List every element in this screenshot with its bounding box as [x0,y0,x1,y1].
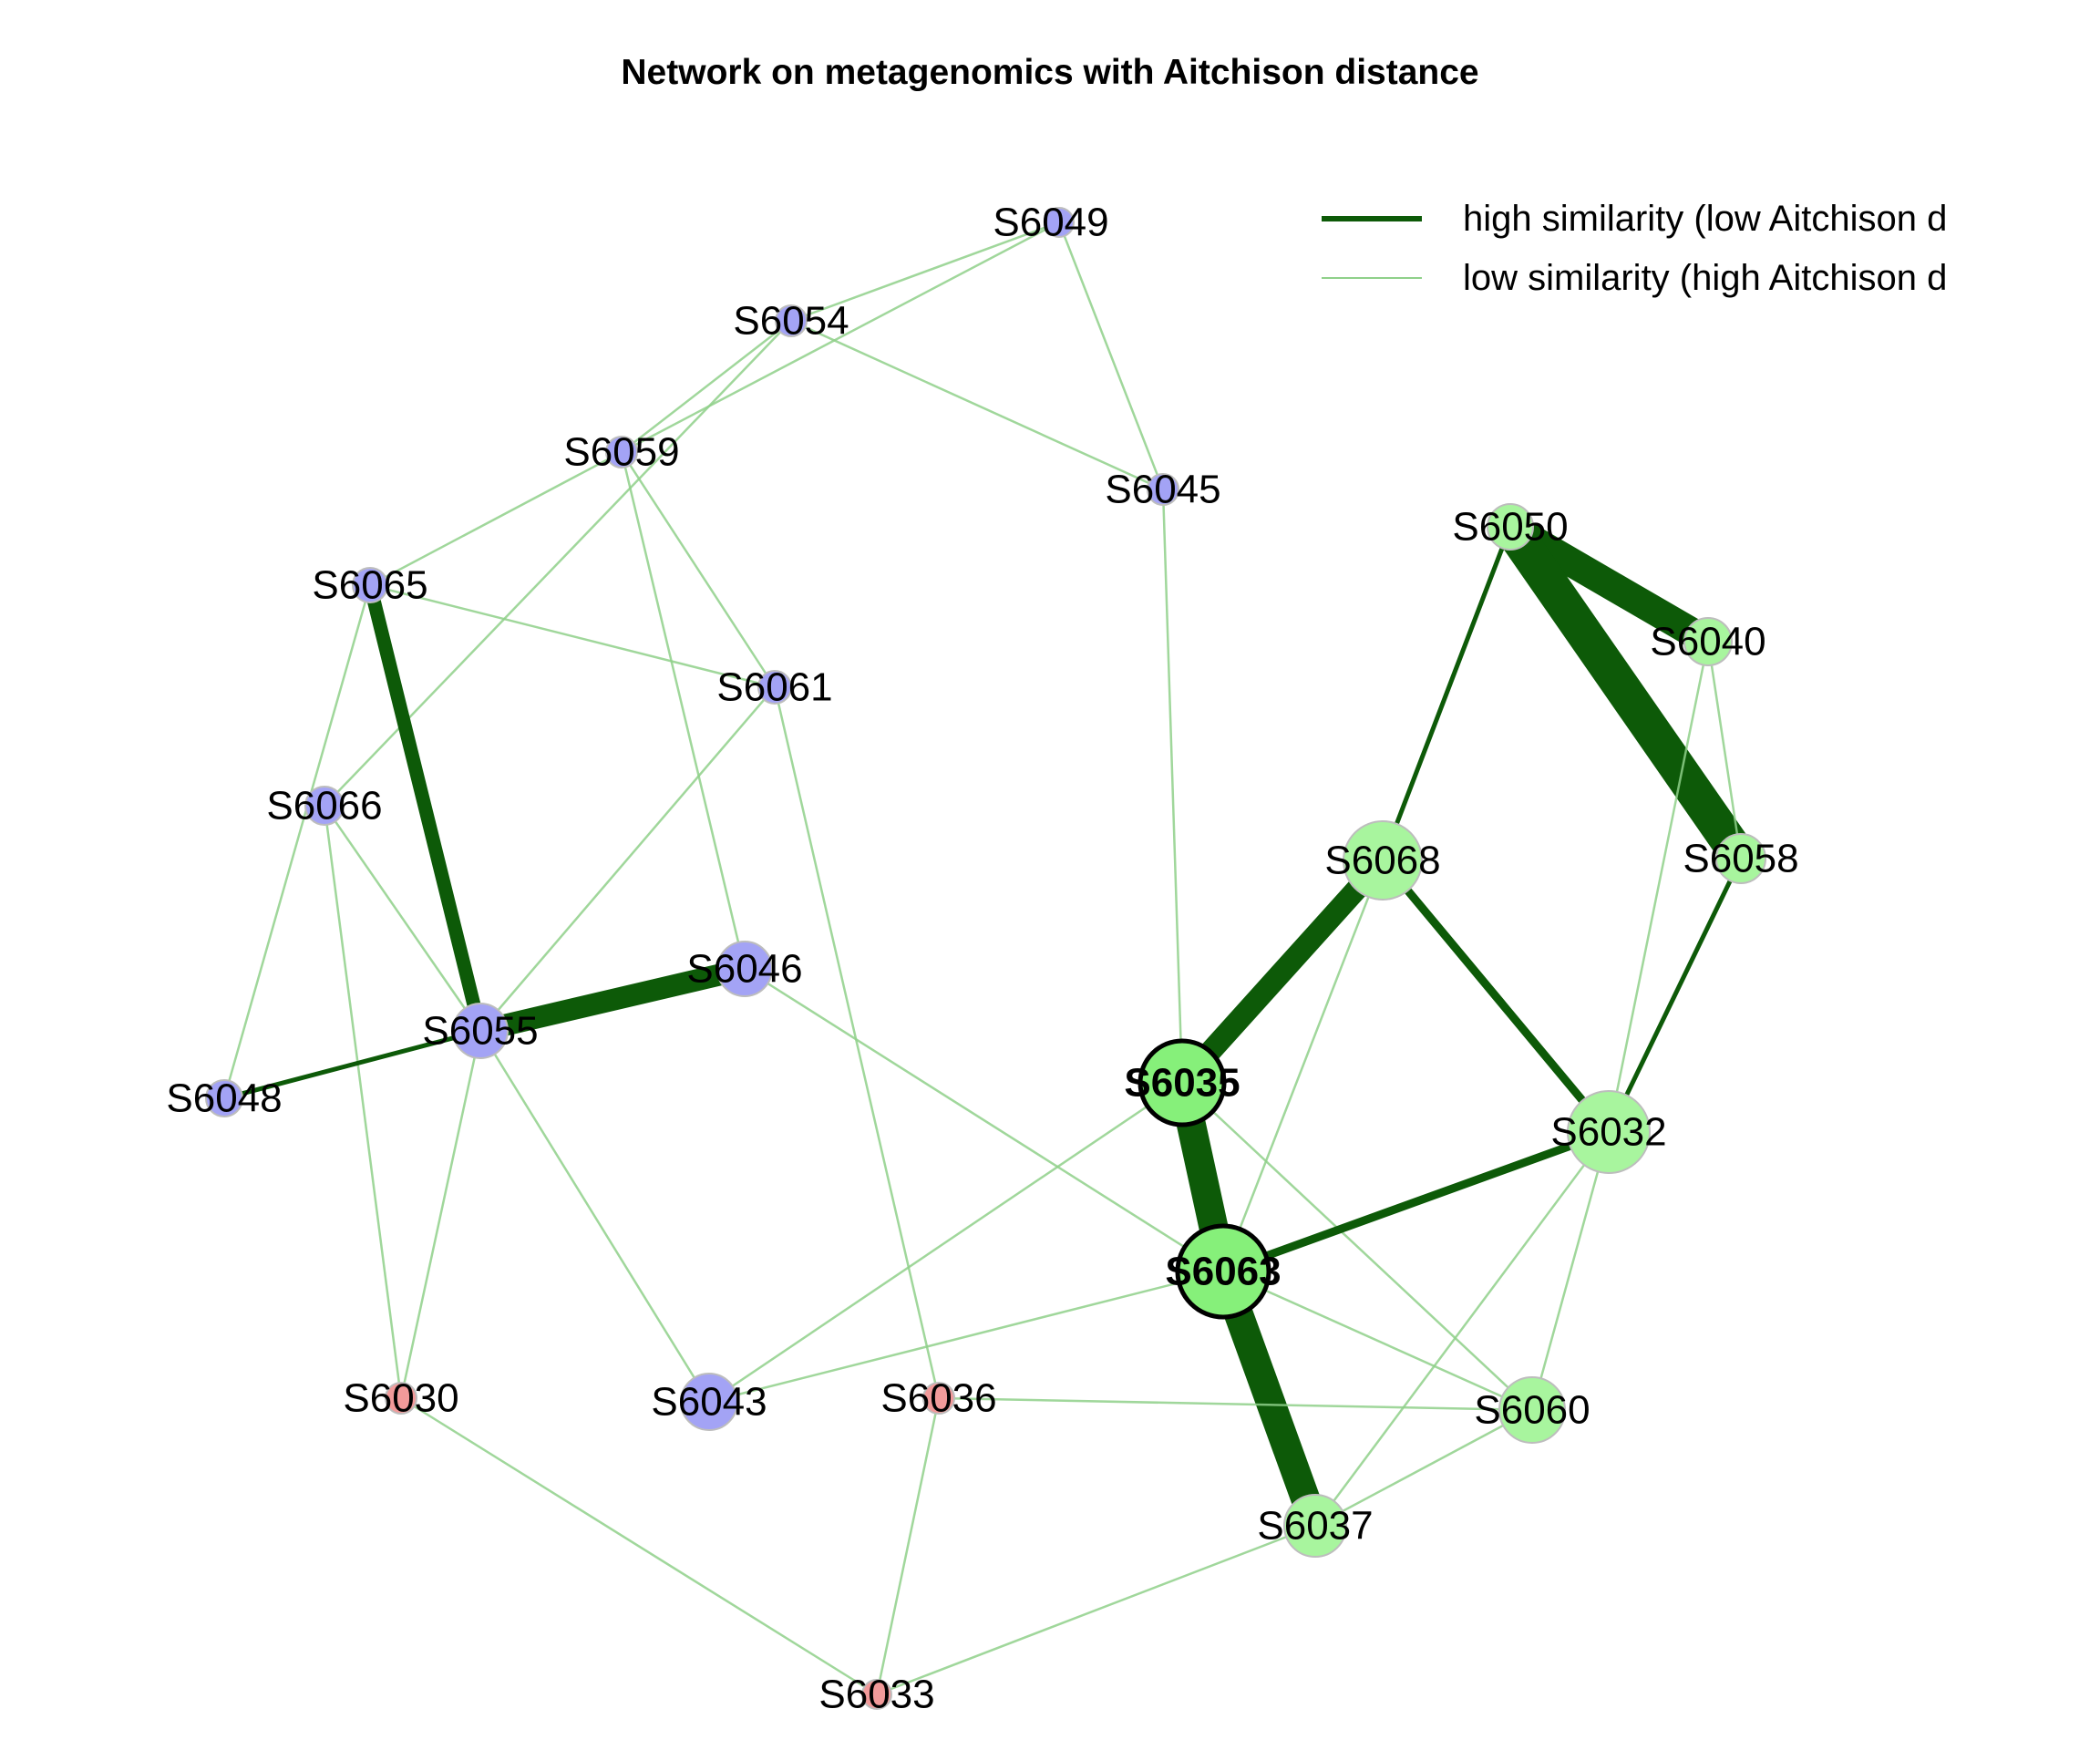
node-label-s6054: S6054 [733,299,849,344]
edge-s6046-s6055 [469,958,756,1042]
node-s6043 [680,1373,738,1431]
node-s6058 [1715,833,1766,884]
node-label-s6063: S6063 [1165,1250,1281,1294]
node-s6061 [757,670,792,705]
edge-s6065-s6055 [363,578,488,1038]
node-s6063 [1175,1223,1271,1320]
node-label-s6061: S6061 [716,665,832,710]
node-label-s6033: S6033 [818,1673,934,1717]
node-label-s6040: S6040 [1650,620,1765,664]
edge-s6066-s6030 [323,805,403,1399]
edge-s6059-s6061 [620,451,777,688]
node-s6059 [605,436,638,468]
node-label-s6048: S6048 [166,1076,282,1121]
edge-s6049-s6054 [790,221,1060,323]
edge-s6063-s6032 [1219,1127,1613,1276]
edge-s6036-s6060 [938,1396,1533,1412]
node-s6060 [1498,1376,1566,1444]
edge-s6035-s6060 [1181,1082,1533,1411]
edge-s6049-s6059 [621,221,1060,454]
edge-s6032-s6037 [1313,1131,1611,1527]
node-s6032 [1567,1090,1651,1174]
chart-title: Network on metagenomics with Aitchison d… [621,53,1479,92]
node-s6036 [922,1382,955,1415]
node-label-s6060: S6060 [1474,1388,1590,1433]
node-label-s6066: S6066 [266,784,382,829]
node-s6045 [1147,473,1179,506]
node-s6065 [352,567,388,603]
edge-s6055-s6048 [221,1028,483,1101]
legend-label-high: high similarity (low Aitchison d [1463,199,1948,239]
node-label-s6049: S6049 [993,201,1108,245]
edge-s6061-s6055 [479,686,776,1032]
edge-s6055-s6030 [399,1030,482,1399]
legend: high similarity (low Aitchison d low sim… [1322,187,2033,305]
edge-s6040-s6032 [1607,641,1710,1133]
node-s6037 [1283,1494,1347,1558]
legend-item-high: high similarity (low Aitchison d [1322,191,2033,246]
edges-layer [221,221,1759,1696]
node-label-s6037: S6037 [1257,1504,1373,1549]
node-label-s6055: S6055 [422,1009,538,1054]
edge-s6030-s6033 [400,1396,878,1696]
edge-s6066-s6055 [323,805,482,1032]
node-s6040 [1683,617,1733,666]
edge-s6050-s6058 [1492,509,1759,877]
edge-s6046-s6063 [744,967,1224,1273]
edge-s6058-s6032 [1606,856,1744,1135]
node-s6068 [1343,820,1423,901]
node-label-s6058: S6058 [1683,837,1798,881]
node-label-s6043: S6043 [651,1380,767,1425]
edge-s6045-s6035 [1161,489,1184,1084]
node-s6049 [1044,207,1075,238]
edge-s6049-s6045 [1057,221,1165,490]
node-s6048 [205,1079,243,1117]
edge-s6065-s6061 [369,583,776,689]
edge-s6068-s6032 [1378,856,1613,1137]
legend-item-low: low similarity (high Aitchison d [1322,251,2033,305]
node-label-s6059: S6059 [563,430,679,475]
node-s6030 [385,1382,417,1415]
node-label-s6068: S6068 [1324,839,1440,883]
node-s6054 [775,304,808,337]
node-label-s6030: S6030 [343,1376,458,1421]
labels-layer: S6049 S6054 S6059 S6045 S6065 S6061 S6066 S6046… [166,201,1798,1717]
legend-swatch-low [1322,277,1422,279]
node-s6035 [1138,1038,1227,1127]
node-label-s6046: S6046 [686,947,802,992]
edge-s6040-s6058 [1706,641,1743,860]
node-s6050 [1487,503,1534,551]
edge-s6035-s6043 [708,1081,1183,1404]
node-label-s6036: S6036 [880,1376,996,1421]
edge-s6059-s6046 [620,451,746,970]
edge-s6059-s6065 [369,450,623,587]
edge-s6054-s6059 [621,320,792,453]
nodes-layer [205,207,1766,1710]
node-label-s6050: S6050 [1452,505,1568,550]
edge-s6033-s6037 [876,1524,1316,1696]
node-s6046 [716,941,773,997]
edge-s6036-s6033 [875,1397,941,1695]
node-s6066 [304,786,345,826]
edge-s6063-s6043 [708,1270,1224,1404]
edge-s6060-s6037 [1314,1408,1533,1528]
node-label-s6065: S6065 [312,563,427,608]
edge-s6068-s6035 [1171,849,1394,1094]
edge-s6068-s6063 [1221,860,1385,1272]
edge-s6061-s6036 [773,686,941,1399]
edge-s6065-s6048 [222,584,372,1099]
node-s6055 [452,1003,509,1059]
node-label-s6035: S6035 [1124,1061,1240,1106]
node-label-s6032: S6032 [1550,1110,1666,1155]
edge-s6050-s6068 [1380,524,1513,863]
edge-s6055-s6043 [479,1030,711,1403]
node-s6033 [861,1679,892,1710]
edge-s6032-s6060 [1530,1131,1611,1411]
node-label-s6045: S6045 [1105,468,1220,512]
edge-s6054-s6045 [790,319,1164,491]
legend-label-low: low similarity (high Aitchison d [1463,258,1948,298]
legend-swatch-high [1322,216,1422,221]
edge-s6063-s6060 [1222,1270,1533,1412]
